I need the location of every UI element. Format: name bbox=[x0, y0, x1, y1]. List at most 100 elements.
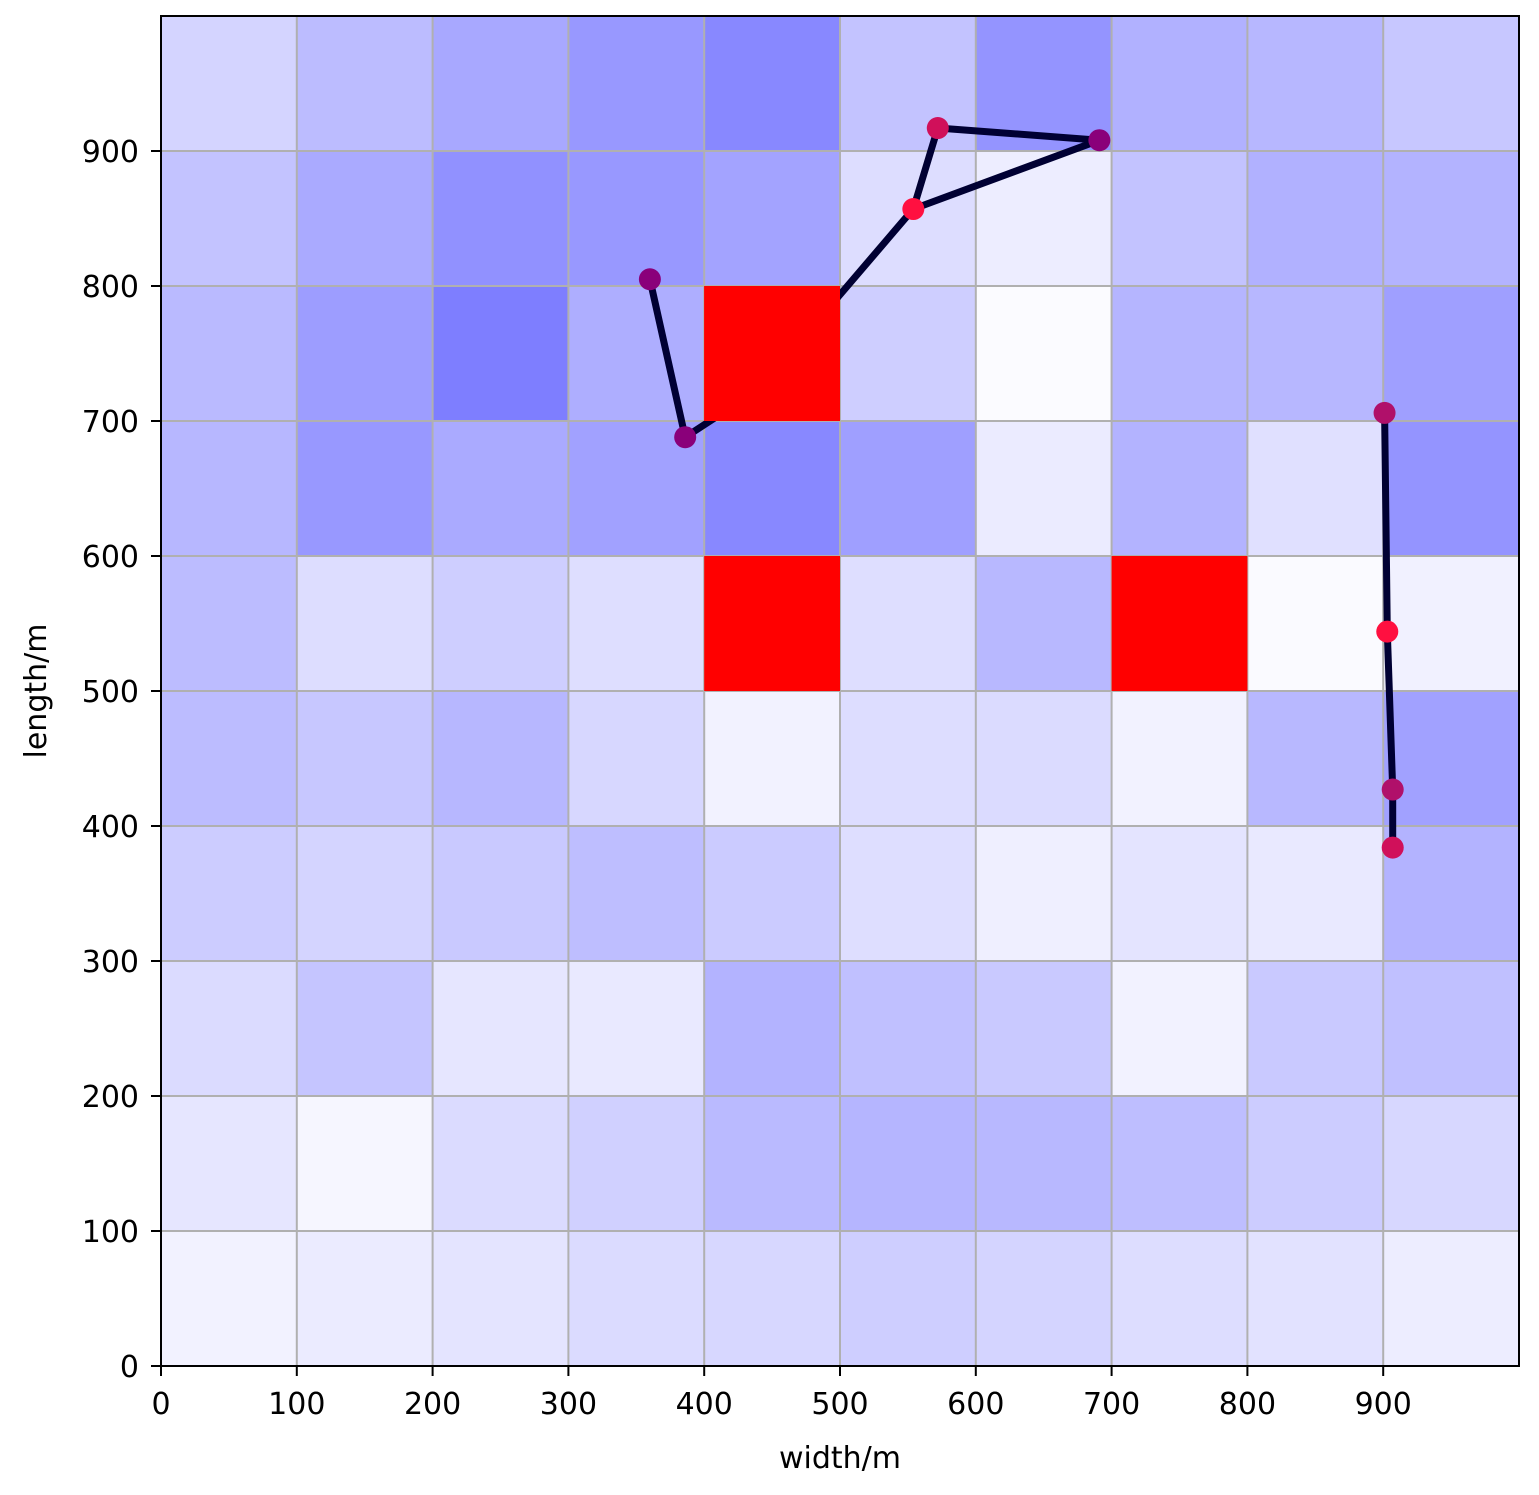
y-axis-ticks: 0 100 200 300 400 500 600 700 800 900 bbox=[82, 135, 161, 1385]
heatmap-cell bbox=[1247, 556, 1384, 691]
heatmap-cell bbox=[704, 691, 840, 826]
x-tick-label: 300 bbox=[540, 1387, 597, 1422]
heatmap-cell bbox=[704, 421, 840, 556]
heatmap-cell bbox=[975, 1096, 1112, 1231]
x-tick-label: 800 bbox=[1219, 1387, 1276, 1422]
heatmap-cell bbox=[1383, 556, 1519, 691]
heatmap-cell bbox=[704, 961, 840, 1096]
heatmap-cell bbox=[161, 691, 297, 826]
heatmap-cell bbox=[296, 16, 433, 151]
heatmap-cell bbox=[1383, 691, 1519, 826]
heatmap-cell bbox=[1111, 16, 1248, 151]
heatmap-cell bbox=[840, 826, 976, 961]
heatmap-cell bbox=[296, 151, 433, 286]
heatmap-cell bbox=[975, 286, 1112, 421]
heatmap-cell bbox=[432, 691, 569, 826]
heatmap-cell bbox=[1247, 1231, 1384, 1366]
heatmap-cell bbox=[1111, 421, 1248, 556]
x-tick-label: 400 bbox=[676, 1387, 733, 1422]
heatmap-cell bbox=[432, 556, 569, 691]
heatmap-cell bbox=[296, 826, 433, 961]
heatmap-cell bbox=[161, 286, 297, 421]
heatmap-cell bbox=[432, 1231, 569, 1366]
heatmap-cell bbox=[161, 1096, 297, 1231]
heatmap-cell bbox=[1111, 691, 1248, 826]
heatmap-cell bbox=[1247, 691, 1384, 826]
heatmap-cell bbox=[1247, 16, 1384, 151]
waypoint-marker bbox=[1381, 836, 1404, 859]
y-tick-label: 800 bbox=[82, 270, 139, 305]
heatmap-cell bbox=[568, 1231, 705, 1366]
heatmap-cell bbox=[975, 826, 1112, 961]
heatmap-cell bbox=[704, 1231, 840, 1366]
heatmap-cell bbox=[296, 961, 433, 1096]
heatmap-cell bbox=[568, 826, 705, 961]
heatmap-cell bbox=[161, 961, 297, 1096]
heatmap-cell bbox=[568, 16, 705, 151]
y-tick-label: 900 bbox=[82, 135, 139, 170]
x-tick-label: 700 bbox=[1083, 1387, 1140, 1422]
flight-path bbox=[1381, 409, 1397, 852]
heatmap-cell bbox=[1247, 421, 1384, 556]
heatmap-cell bbox=[161, 16, 297, 151]
heatmap-cell bbox=[840, 691, 976, 826]
x-tick-label: 200 bbox=[404, 1387, 461, 1422]
heatmap-cell bbox=[161, 1231, 297, 1366]
heatmap-cell bbox=[975, 151, 1112, 286]
heatmap-cell bbox=[1247, 1096, 1384, 1231]
heatmap-cell bbox=[1111, 151, 1248, 286]
heatmap-cell bbox=[1383, 826, 1519, 961]
heatmap-cell bbox=[1383, 1096, 1519, 1231]
x-tick-label: 100 bbox=[268, 1387, 325, 1422]
x-tick-label: 600 bbox=[947, 1387, 1004, 1422]
heatmap-cell bbox=[840, 1096, 976, 1231]
heatmap-cell bbox=[975, 16, 1112, 151]
obstacle-cell bbox=[1111, 556, 1248, 691]
y-tick-label: 300 bbox=[82, 945, 139, 980]
waypoint-marker bbox=[638, 268, 661, 291]
heatmap-cell bbox=[975, 961, 1112, 1096]
waypoints bbox=[638, 117, 1404, 859]
heatmap-cell bbox=[568, 286, 705, 421]
heatmap-cell bbox=[704, 151, 840, 286]
heatmap-cell bbox=[975, 1231, 1112, 1366]
heatmap-cell bbox=[432, 286, 569, 421]
heatmap-cell bbox=[161, 826, 297, 961]
x-tick-label: 500 bbox=[811, 1387, 868, 1422]
y-tick-label: 700 bbox=[82, 405, 139, 440]
heatmap-cell bbox=[568, 961, 705, 1096]
heatmap-cell bbox=[840, 961, 976, 1096]
heatmap-cell bbox=[1383, 286, 1519, 421]
heatmap-cell bbox=[1111, 1096, 1248, 1231]
waypoint-marker bbox=[674, 426, 697, 449]
heatmap-cell bbox=[1111, 1231, 1248, 1366]
heatmap-cell bbox=[296, 1231, 433, 1366]
heatmap-cell bbox=[432, 826, 569, 961]
heatmap-cell bbox=[432, 1096, 569, 1231]
heatmap-cell bbox=[975, 556, 1112, 691]
heatmap-cell bbox=[1383, 961, 1519, 1096]
y-tick-label: 600 bbox=[82, 540, 139, 575]
x-tick-label: 0 bbox=[151, 1387, 170, 1422]
y-tick-label: 0 bbox=[120, 1350, 139, 1385]
heatmap-cell bbox=[1247, 961, 1384, 1096]
waypoint-marker bbox=[926, 117, 949, 140]
heatmap-cell bbox=[1247, 151, 1384, 286]
heatmap-cell bbox=[568, 691, 705, 826]
heatmap-cell bbox=[975, 421, 1112, 556]
heatmap-cell bbox=[296, 691, 433, 826]
waypoint-marker bbox=[1373, 401, 1396, 424]
heatmap-cell bbox=[704, 826, 840, 961]
heatmap-cell bbox=[568, 151, 705, 286]
waypoint-marker bbox=[1088, 129, 1111, 152]
y-axis-label: length/m bbox=[19, 624, 54, 759]
obstacle-cell-overlay bbox=[704, 286, 840, 421]
heatmap-cell bbox=[704, 16, 840, 151]
heatmap-cell bbox=[296, 286, 433, 421]
heatmap-cell bbox=[432, 961, 569, 1096]
heatmap-cell bbox=[840, 556, 976, 691]
heatmap-cell bbox=[1383, 16, 1519, 151]
heatmap-cell bbox=[1383, 1231, 1519, 1366]
heatmap-cell bbox=[1247, 286, 1384, 421]
